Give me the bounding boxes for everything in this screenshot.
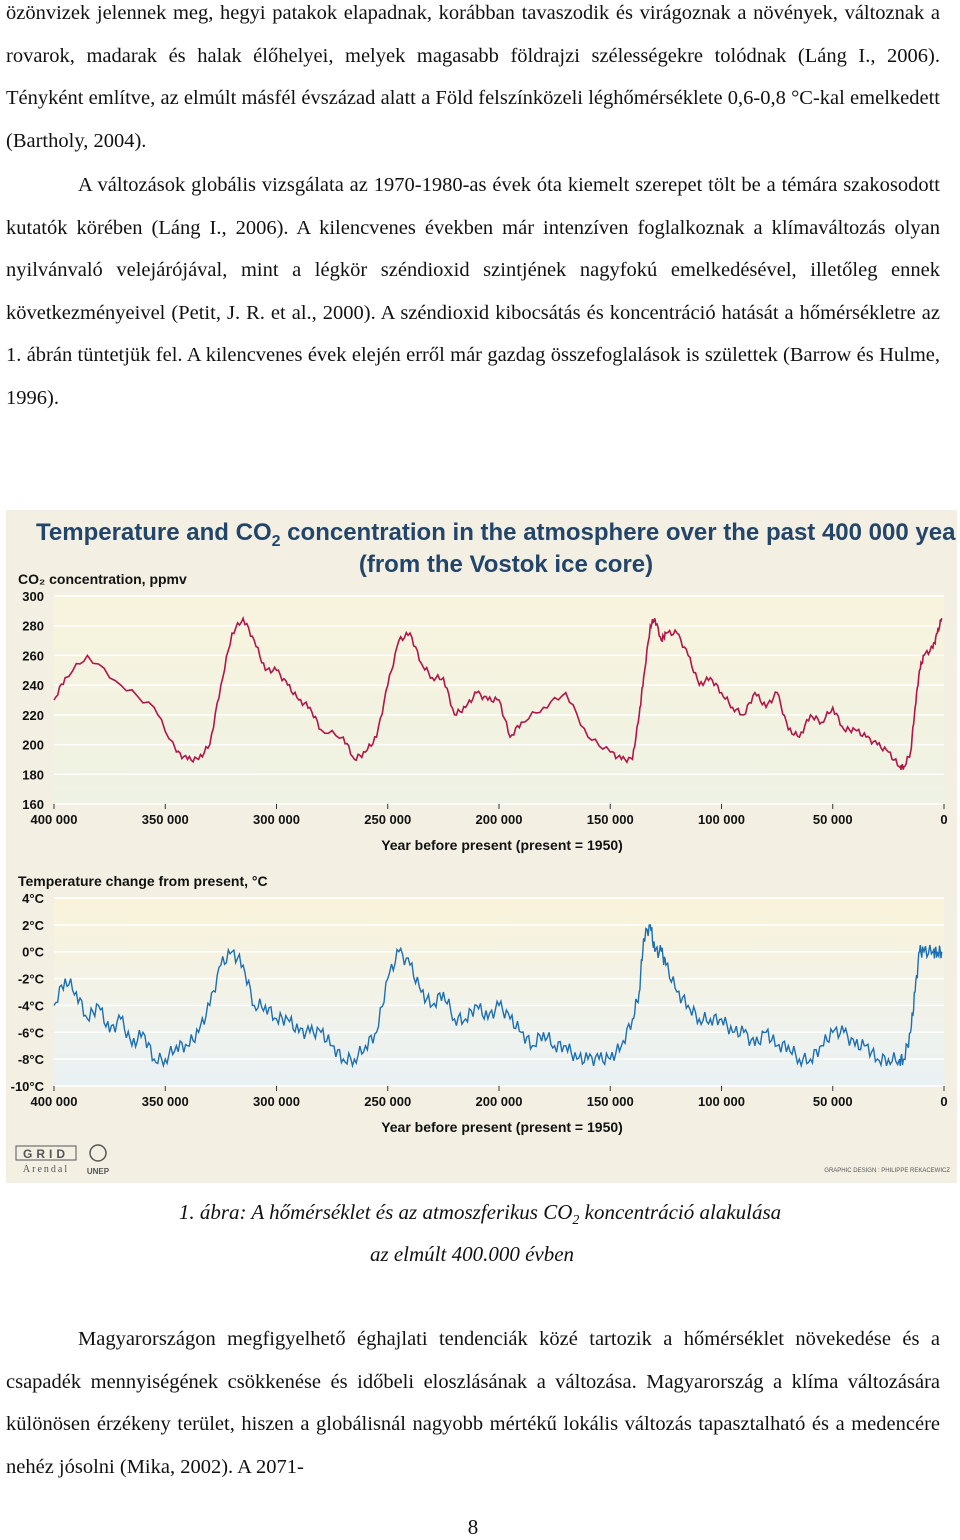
y-tick-label: 220	[22, 708, 44, 723]
x-tick-label: 150 000	[587, 812, 634, 827]
svg-text:Arendal: Arendal	[23, 1164, 69, 1175]
grid-arendal-logo: GRID Arendal	[15, 1145, 77, 1175]
y-tick-label: 200	[22, 738, 44, 753]
temp-x-axis-label: Year before present (present = 1950)	[381, 1119, 623, 1135]
temp-x-ticks: 400 000 350 000 300 000 250 000 200 000 150 0…	[31, 1086, 948, 1109]
y-tick-label: 300	[22, 589, 44, 604]
svg-text:GRID: GRID	[23, 1147, 69, 1161]
x-tick-label: 400 000	[31, 1094, 78, 1109]
graphic-credit: GRAPHIC DESIGN : PHILIPPE REKACEWICZ	[824, 1168, 950, 1174]
figure-canvas: Temperature and CO2 concentration in the…	[6, 510, 957, 1183]
x-tick-label: 250 000	[364, 812, 411, 827]
x-tick-label: 350 000	[142, 812, 189, 827]
x-tick-label: 0	[940, 1094, 947, 1109]
svg-text:UNEP: UNEP	[87, 1167, 110, 1176]
x-tick-label: 350 000	[142, 1094, 189, 1109]
x-tick-label: 150 000	[587, 1094, 634, 1109]
y-tick-label: 180	[22, 767, 44, 782]
x-tick-label: 100 000	[698, 1094, 745, 1109]
co2-x-axis-label: Year before present (present = 1950)	[381, 837, 623, 853]
x-tick-label: 50 000	[813, 1094, 853, 1109]
paragraph-2: A változások globális vizsgálata az 1970…	[6, 174, 940, 409]
figure-subtitle: (from the Vostok ice core)	[359, 551, 653, 578]
y-tick-label: 2°C	[22, 918, 44, 933]
co2-series-line	[53, 616, 943, 770]
y-tick-label: 0°C	[22, 945, 44, 960]
x-tick-label: 250 000	[364, 1094, 411, 1109]
y-tick-label: 160	[22, 797, 44, 812]
y-tick-label: 280	[22, 619, 44, 634]
x-tick-label: 400 000	[31, 812, 78, 827]
x-tick-label: 200 000	[476, 1094, 523, 1109]
co2-x-ticks: 400 000 350 000 300 000 250 000 200 000 150 0…	[31, 804, 948, 827]
x-tick-label: 200 000	[476, 812, 523, 827]
co2-y-ticks: 300 280 260 240 220 200 180 160	[22, 589, 44, 812]
x-tick-label: 0	[940, 812, 947, 827]
x-tick-label: 50 000	[813, 812, 853, 827]
page-number: 8	[467, 1515, 479, 1539]
x-tick-label: 300 000	[253, 812, 300, 827]
figure-vostok: Temperature and CO2 concentration in the…	[6, 510, 957, 1183]
x-tick-label: 100 000	[698, 812, 745, 827]
y-tick-label: -2°C	[18, 972, 45, 987]
unep-logo: UNEP	[87, 1144, 110, 1176]
temp-series-line	[53, 924, 943, 1069]
figure-caption-line2: az elmúlt 400.000 évben	[369, 1242, 575, 1266]
x-tick-label: 300 000	[253, 1094, 300, 1109]
paragraph-3: Magyarországon megfigyelhető éghajlati t…	[6, 1328, 940, 1478]
figure-title: Temperature and CO2 concentration in the…	[36, 519, 957, 550]
figure-caption-line1: 1. ábra: A hőmérséklet és az atmoszferik…	[178, 1200, 782, 1229]
y-tick-label: -4°C	[18, 998, 45, 1013]
paragraph-1: özönvizek jelennek meg, hegyi patakok el…	[6, 2, 940, 152]
y-tick-label: -10°C	[11, 1079, 45, 1094]
y-tick-label: -8°C	[18, 1052, 45, 1067]
temp-axis-title: Temperature change from present, °C	[18, 873, 268, 889]
co2-axis-title: CO₂ concentration, ppmv	[18, 571, 187, 587]
y-tick-label: -6°C	[18, 1025, 45, 1040]
y-tick-label: 4°C	[22, 891, 44, 906]
y-tick-label: 260	[22, 648, 44, 663]
temp-y-ticks: 4°C 2°C 0°C -2°C -4°C -6°C -8°C -10°C	[11, 891, 45, 1094]
y-tick-label: 240	[22, 678, 44, 693]
temp-grid	[54, 897, 944, 1087]
